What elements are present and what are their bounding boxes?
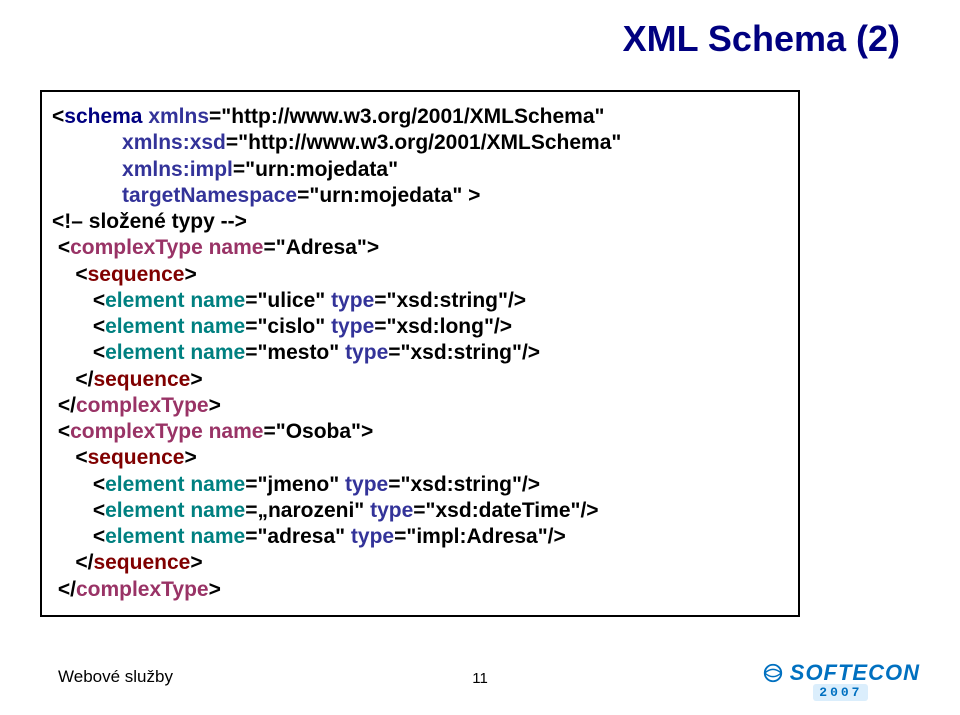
code-line: </sequence> xyxy=(52,550,788,576)
logo: SOFTECON 2007 xyxy=(762,660,920,701)
code-line: </complexType> xyxy=(52,577,788,603)
code-line: <element name=„narozeni" type="xsd:dateT… xyxy=(52,498,788,524)
globe-icon xyxy=(762,662,784,684)
code-line: <element name="jmeno" type="xsd:string"/… xyxy=(52,472,788,498)
logo-text: SOFTECON xyxy=(790,660,920,686)
slide-title: XML Schema (2) xyxy=(623,18,900,60)
code-line: <sequence> xyxy=(52,262,788,288)
code-line: <element name="cislo" type="xsd:long"/> xyxy=(52,314,788,340)
code-line: <element name="adresa" type="impl:Adresa… xyxy=(52,524,788,550)
code-line: <complexType name="Osoba"> xyxy=(52,419,788,445)
code-line: </complexType> xyxy=(52,393,788,419)
code-line: <!– složené typy --> xyxy=(52,209,788,235)
slide: XML Schema (2) <schema xmlns="http://www… xyxy=(0,0,960,715)
code-line: <element name="mesto" type="xsd:string"/… xyxy=(52,340,788,366)
code-line: <sequence> xyxy=(52,445,788,471)
footer-text: Webové služby xyxy=(58,667,173,687)
page-number: 11 xyxy=(472,670,488,687)
code-line: xmlns:impl="urn:mojedata" xyxy=(52,157,788,183)
code-line: <complexType name="Adresa"> xyxy=(52,235,788,261)
logo-row: SOFTECON xyxy=(762,660,920,686)
code-line: <element name="ulice" type="xsd:string"/… xyxy=(52,288,788,314)
code-line: </sequence> xyxy=(52,367,788,393)
code-box: <schema xmlns="http://www.w3.org/2001/XM… xyxy=(40,90,800,617)
code-line: <schema xmlns="http://www.w3.org/2001/XM… xyxy=(52,104,788,130)
code-line: xmlns:xsd="http://www.w3.org/2001/XMLSch… xyxy=(52,130,788,156)
code-line: targetNamespace="urn:mojedata" > xyxy=(52,183,788,209)
logo-year: 2007 xyxy=(813,684,868,701)
